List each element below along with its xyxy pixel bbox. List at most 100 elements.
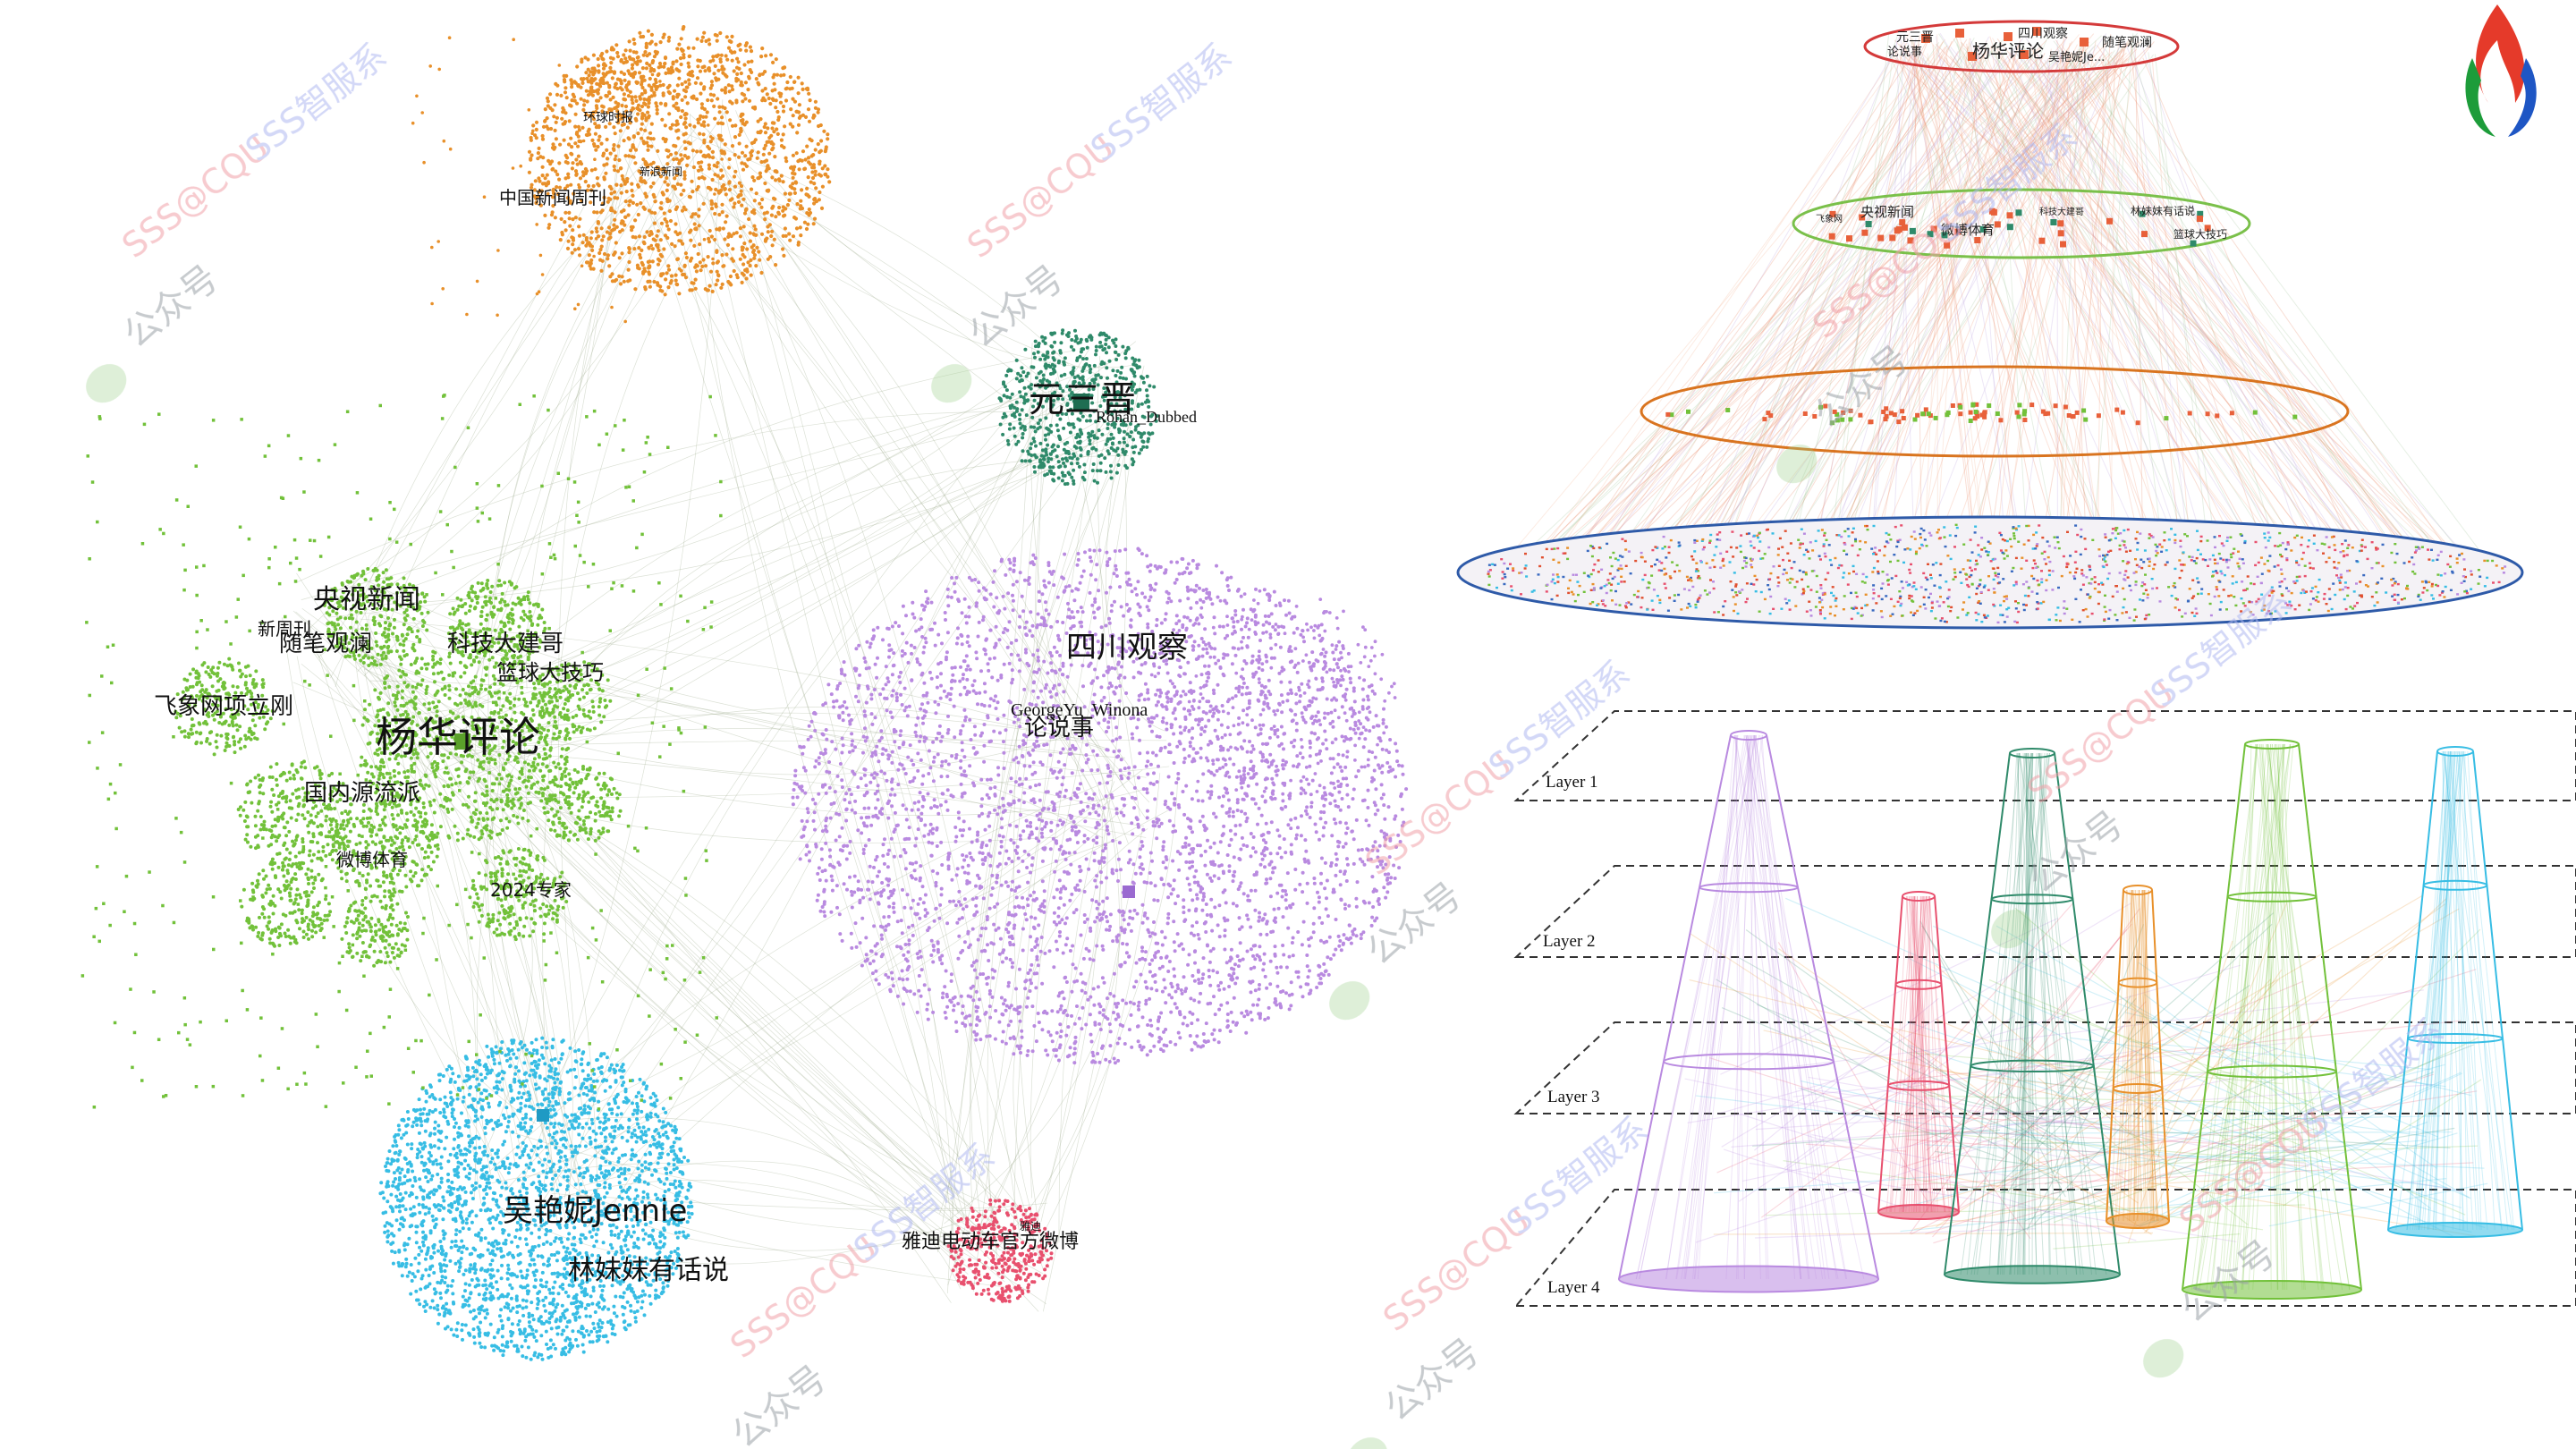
node	[1172, 761, 1176, 765]
node	[792, 167, 796, 172]
node	[837, 835, 842, 839]
node	[1362, 678, 1367, 682]
node	[961, 792, 965, 796]
node	[1253, 944, 1258, 948]
node	[1097, 1011, 1102, 1015]
node	[1028, 629, 1032, 633]
node	[772, 81, 776, 86]
node	[1307, 944, 1311, 948]
node	[998, 422, 1003, 427]
node	[750, 153, 754, 158]
node	[623, 154, 628, 158]
node	[1232, 624, 1236, 629]
node	[1318, 938, 1323, 943]
node	[1232, 996, 1236, 1000]
node	[1009, 790, 1013, 794]
node	[683, 95, 688, 99]
node	[1002, 394, 1006, 398]
node	[1070, 589, 1074, 593]
node	[783, 191, 788, 196]
node	[784, 156, 788, 160]
node	[649, 171, 655, 175]
node	[1104, 470, 1108, 474]
node	[1249, 759, 1253, 764]
node	[687, 78, 691, 82]
edge	[936, 409, 1031, 1253]
node	[774, 263, 778, 267]
node	[1194, 717, 1199, 722]
node	[1079, 350, 1083, 354]
node	[722, 182, 726, 187]
node	[1188, 741, 1192, 745]
node	[547, 158, 551, 163]
node	[789, 107, 793, 112]
node	[755, 245, 759, 250]
node	[1318, 749, 1322, 753]
node	[919, 707, 923, 711]
node	[573, 141, 578, 146]
node	[713, 237, 717, 242]
node	[646, 163, 650, 167]
node	[845, 887, 849, 892]
node	[920, 885, 925, 889]
node	[627, 72, 631, 76]
node	[819, 206, 825, 210]
node	[756, 150, 760, 155]
node	[631, 193, 635, 198]
node	[1099, 625, 1104, 630]
node	[1034, 444, 1038, 448]
node	[1146, 622, 1150, 626]
edge	[296, 572, 955, 1241]
node	[1035, 957, 1039, 962]
node	[1132, 908, 1137, 912]
node	[1286, 823, 1291, 827]
node	[617, 112, 622, 116]
node	[1008, 395, 1013, 400]
node	[660, 289, 665, 293]
node	[1046, 1053, 1050, 1057]
node	[1325, 878, 1329, 883]
node	[1097, 1060, 1102, 1064]
node	[547, 223, 552, 227]
node	[1064, 449, 1069, 453]
node	[1151, 819, 1156, 824]
node	[1265, 919, 1269, 924]
node	[711, 261, 716, 266]
node	[1123, 1042, 1127, 1046]
node	[799, 233, 803, 238]
node	[999, 844, 1004, 849]
node	[910, 678, 914, 682]
node	[1057, 770, 1062, 775]
node	[772, 237, 776, 242]
node	[709, 80, 715, 84]
node	[684, 125, 689, 130]
node	[1062, 996, 1066, 1001]
node	[823, 748, 827, 752]
node	[722, 264, 726, 268]
node	[872, 924, 877, 928]
node	[1314, 714, 1318, 718]
node	[721, 226, 725, 231]
node	[730, 34, 734, 39]
node	[1112, 341, 1116, 345]
node	[1257, 654, 1261, 658]
node	[791, 153, 796, 157]
node	[918, 916, 922, 920]
node	[863, 739, 868, 743]
node	[1189, 606, 1193, 610]
node	[801, 149, 806, 154]
node	[576, 144, 580, 148]
node	[612, 223, 616, 227]
node	[679, 182, 683, 187]
node	[813, 827, 817, 832]
edge	[335, 199, 631, 637]
node	[1195, 566, 1199, 571]
node	[804, 852, 809, 857]
node	[1021, 449, 1025, 453]
node	[1206, 1002, 1210, 1006]
node	[547, 180, 551, 184]
node	[1324, 820, 1328, 825]
node	[779, 144, 784, 148]
node	[534, 120, 539, 124]
node	[655, 107, 659, 112]
